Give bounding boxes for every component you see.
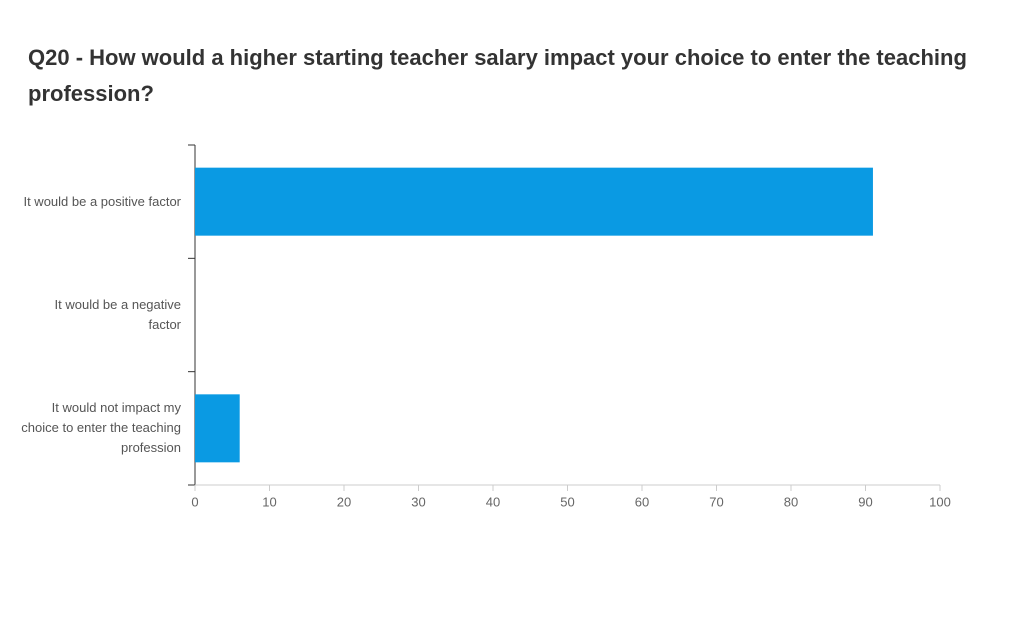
y-tick-label: It would be a positive factor xyxy=(23,193,181,209)
x-tick-label: 80 xyxy=(784,494,798,509)
x-tick-label: 30 xyxy=(411,494,425,509)
x-tick-label: 10 xyxy=(262,494,276,509)
chart-title: Q20 - How would a higher starting teache… xyxy=(28,45,967,106)
x-tick-label: 50 xyxy=(560,494,574,509)
bar xyxy=(195,167,873,236)
x-tick-label: 70 xyxy=(709,494,723,509)
y-tick-label: It would be a negative factor xyxy=(54,297,181,332)
y-tick-label: It would not impact my choice to enter t… xyxy=(21,400,181,456)
x-tick-label: 90 xyxy=(858,494,872,509)
x-tick-label: 40 xyxy=(486,494,500,509)
x-tick-label: 60 xyxy=(635,494,649,509)
x-tick-label: 0 xyxy=(191,494,198,509)
x-tick-label: 20 xyxy=(337,494,351,509)
x-tick-label: 100 xyxy=(929,494,951,509)
bar xyxy=(195,394,240,463)
